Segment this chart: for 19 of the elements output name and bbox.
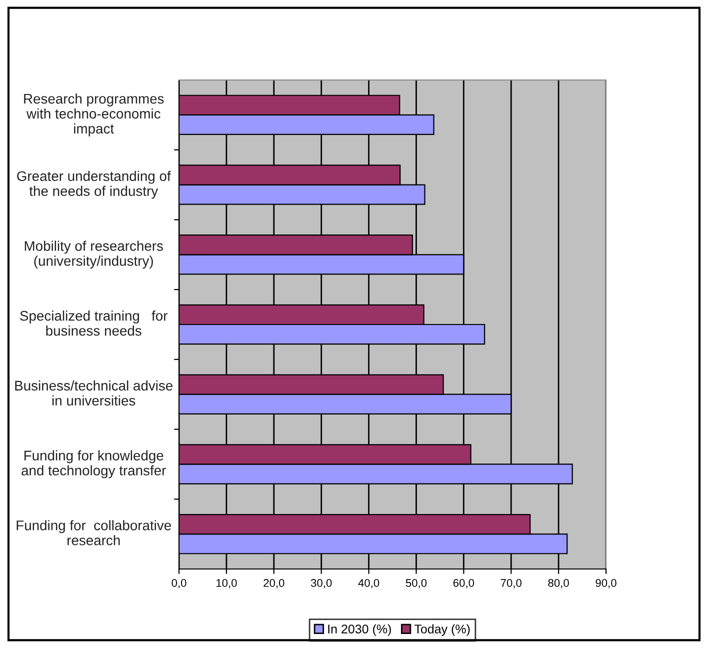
y-tick-label: Specialized training for business needs <box>20 310 168 336</box>
x-tick-label: 20,0 <box>264 579 284 588</box>
x-tick-label: 0,0 <box>172 579 186 588</box>
x-tick-label: 50,0 <box>406 579 427 588</box>
x-tick-label: 10,0 <box>216 579 237 588</box>
y-tick-label: Funding for knowledge and technology transfer <box>22 450 166 478</box>
x-tick-label: 40,0 <box>358 579 380 588</box>
x-tick-label: 60,0 <box>453 579 474 588</box>
y-tick-label: Greater understanding of the needs of industry <box>17 170 171 199</box>
y-tick-label: Research programmes with techno-economic impact <box>24 93 164 136</box>
x-tick-label: 90,0 <box>596 579 616 588</box>
x-tick-label: 70,0 <box>500 579 522 588</box>
y-tick-label: Mobility of researchers (university/industry) <box>24 240 163 269</box>
legend-label: Today (%) <box>414 624 470 636</box>
x-tick-label: 30,0 <box>310 579 332 588</box>
y-tick-label: Funding for collaborative research <box>16 520 171 546</box>
x-tick-label: 80,0 <box>548 579 569 588</box>
y-tick-label: Business/technical advise in universities <box>15 380 173 406</box>
legend-label: In 2030 (%) <box>328 624 391 636</box>
